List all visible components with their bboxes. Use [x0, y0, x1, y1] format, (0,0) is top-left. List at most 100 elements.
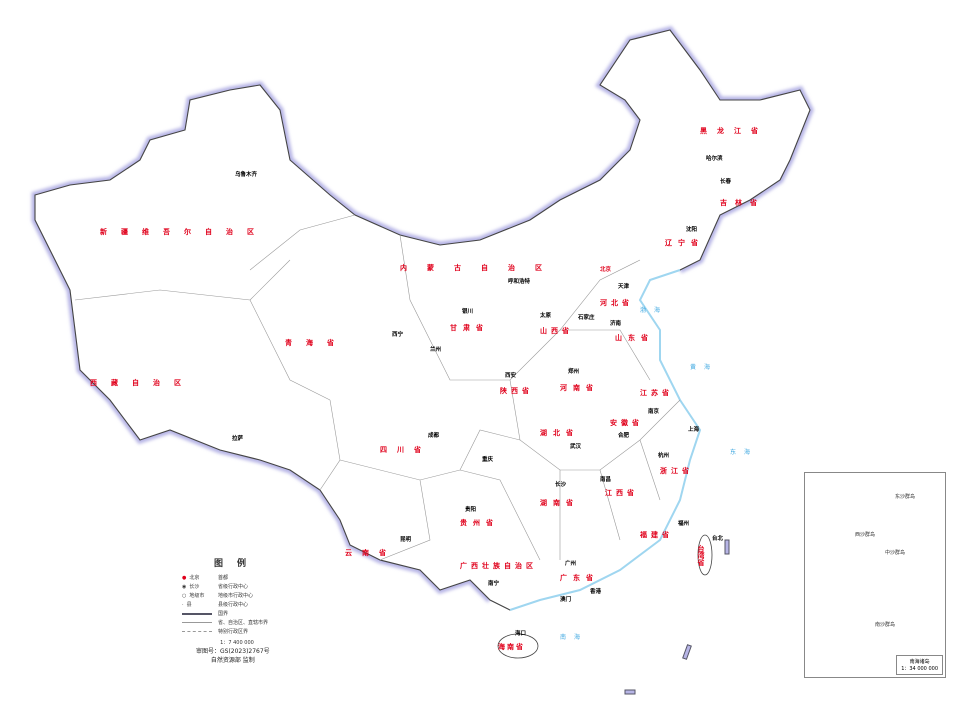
province-label: 新疆维吾尔自治区 [100, 228, 268, 236]
city-label: 昆明 [400, 537, 412, 543]
nine-dash-segments [624, 539, 730, 695]
city-label: 乌鲁木齐 [235, 172, 258, 178]
city-label: 哈尔滨 [706, 156, 723, 162]
legend-item: · 县县级行政中心 [182, 601, 249, 609]
legend-item: ○ 地级市 地级市行政中心 [182, 592, 254, 600]
legend-label: 首都 [218, 575, 229, 581]
province-label: 辽宁省 [665, 239, 704, 247]
city-label: 济南 [610, 321, 622, 327]
city-label: 长沙 [555, 482, 567, 488]
city-label: 澳门 [560, 597, 572, 603]
province-label: 云南省 [345, 549, 396, 557]
province-label: 河南省 [560, 384, 599, 392]
province-label: 台湾省 [697, 545, 705, 566]
city-label: 银川 [462, 309, 474, 315]
city-label: 香港 [590, 589, 602, 595]
city-label: 天津 [618, 284, 630, 290]
city-label: 石家庄 [578, 315, 595, 321]
legend-item: ● 北京 首都 [182, 574, 229, 582]
legend-label: 国界 [218, 611, 229, 617]
island-group-label: 南沙群岛 [875, 622, 896, 628]
approval-number: 审图号：GS(2023)2767号 [196, 648, 270, 655]
city-label: 拉萨 [232, 436, 244, 442]
province-label: 安徽省 [610, 419, 643, 427]
legend-sample: 县 [186, 602, 192, 608]
city-label: 上海 [688, 427, 700, 433]
city-label: 杭州 [658, 453, 670, 459]
hainan-island [497, 633, 539, 659]
city-label: 广州 [565, 561, 577, 567]
city-label: 西宁 [392, 332, 404, 338]
city-label: 太原 [540, 313, 552, 319]
legend-label: 省、自治区、直辖市界 [218, 620, 269, 626]
city-label: 成都 [428, 433, 440, 439]
city-label: 贵阳 [465, 507, 477, 513]
province-label: 黑龙江省 [700, 127, 768, 135]
sea-label: 东海 [730, 449, 759, 456]
province-label: 广西壮族自治区 [460, 562, 537, 570]
legend-label: 县级行政中心 [218, 602, 249, 608]
inset-title: 南海诸岛 [909, 659, 930, 665]
province-label: 青海省 [285, 339, 348, 347]
province-label: 山西省 [540, 327, 573, 335]
legend-sample: 长沙 [189, 584, 200, 590]
city-label: 南京 [648, 409, 660, 415]
sea-label: 南海 [560, 634, 589, 641]
island-group-label: 东沙群岛 [895, 494, 916, 500]
legend-label: 省级行政中心 [218, 584, 249, 590]
taiwan-island [697, 534, 713, 576]
city-label: 台北 [712, 536, 724, 542]
city-label: 南宁 [488, 581, 500, 587]
city-label: 兰州 [430, 347, 442, 353]
city-label: 沈阳 [686, 227, 698, 233]
province-label: 广东省 [560, 574, 599, 582]
legend-sample: 地级市 [189, 593, 205, 599]
province-label: 浙江省 [660, 467, 693, 475]
city-label: 福州 [678, 521, 690, 527]
legend-item: ◉ 长沙 省级行政中心 [182, 583, 249, 591]
city-label: 武汉 [570, 444, 582, 450]
approval-info: 审图号：GS(2023)2767号 自然资源部 监制 [196, 646, 270, 664]
city-label: 海口 [515, 631, 527, 637]
province-label: 江苏省 [640, 389, 673, 397]
province-label: 陕西省 [500, 387, 533, 395]
province-label: 吉林省 [720, 199, 765, 207]
province-label: 河北省 [600, 299, 633, 307]
city-label: 西安 [505, 373, 517, 379]
legend-sample: 北京 [189, 575, 200, 581]
province-label: 西藏自治区 [90, 379, 195, 387]
city-label: 郑州 [568, 369, 580, 375]
inset-caption: 南海诸岛 1：34 000 000 [896, 655, 943, 675]
province-borders [74, 214, 681, 561]
city-label: 合肥 [618, 433, 630, 439]
province-label: 四川省 [380, 446, 431, 454]
approval-issuer: 自然资源部 监制 [210, 657, 255, 664]
legend-title: 图例 [213, 559, 260, 569]
legend-item: 国界 [182, 609, 292, 618]
inset-scale: 1：34 000 000 [901, 666, 938, 672]
map-scale: 1：7 400 000 [220, 640, 254, 646]
city-label: 重庆 [482, 457, 494, 463]
coastline [509, 269, 702, 611]
city-label: 南昌 [600, 477, 612, 483]
capital-beijing: 北京 [600, 267, 612, 273]
legend-label: 地级市行政中心 [218, 593, 254, 599]
china-territory [34, 29, 811, 611]
province-label: 湖南省 [540, 499, 579, 507]
province-label: 甘肃省 [450, 324, 489, 332]
legend-label: 特别行政区界 [218, 629, 249, 635]
legend-item: 特别行政区界 [182, 627, 292, 636]
map-legend: 图例 ● 北京 首都 ◉ 长沙 省级行政中心 ○ 地级市 地级市行政中心 · 县县级行政中心 … [182, 556, 292, 646]
island-group-label: 西沙群岛 [855, 532, 876, 538]
province-label: 江西省 [605, 489, 638, 497]
sea-label: 黄海 [690, 364, 719, 371]
province-label: 海南省 [498, 643, 525, 651]
sea-label: 渤海 [640, 307, 669, 314]
legend-item: 省、自治区、直辖市界 [182, 618, 292, 627]
city-label: 长春 [720, 179, 732, 185]
island-group-label: 中沙群岛 [885, 550, 906, 556]
south-china-sea-inset: 东沙群岛 西沙群岛 中沙群岛 南沙群岛 南海诸岛 1：34 000 000 [804, 472, 946, 678]
province-label: 山东省 [615, 334, 654, 342]
province-label: 福建省 [640, 531, 673, 539]
